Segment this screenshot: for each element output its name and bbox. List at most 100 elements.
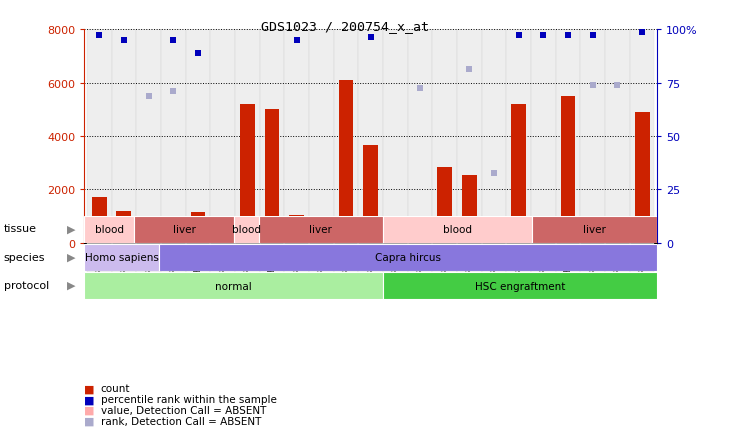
Bar xyxy=(605,30,630,243)
Bar xyxy=(531,30,556,243)
Text: GSM31078: GSM31078 xyxy=(415,245,424,294)
Text: GSM31064: GSM31064 xyxy=(194,245,203,294)
Bar xyxy=(536,240,550,243)
Bar xyxy=(84,216,134,243)
Text: normal: normal xyxy=(215,281,252,291)
Bar xyxy=(235,30,260,243)
Bar xyxy=(338,81,353,243)
Bar xyxy=(437,167,452,243)
Text: blood: blood xyxy=(232,225,261,234)
Bar xyxy=(134,216,233,243)
Bar xyxy=(462,175,477,243)
Text: species: species xyxy=(4,252,46,262)
Bar xyxy=(457,243,482,299)
Bar xyxy=(531,243,556,299)
Bar xyxy=(258,216,383,243)
Text: GSM31059: GSM31059 xyxy=(95,245,103,294)
Bar xyxy=(166,237,181,243)
Text: GSM31075: GSM31075 xyxy=(366,245,375,294)
Text: value, Detection Call = ABSENT: value, Detection Call = ABSENT xyxy=(101,405,266,415)
Bar xyxy=(413,240,427,243)
Bar xyxy=(112,30,137,243)
Bar xyxy=(87,243,112,299)
Bar xyxy=(635,113,650,243)
Bar xyxy=(383,216,532,243)
Text: GSM31087: GSM31087 xyxy=(588,245,597,294)
Text: GSM31070: GSM31070 xyxy=(292,245,301,294)
Bar xyxy=(235,243,260,299)
Bar xyxy=(407,30,432,243)
Bar xyxy=(309,30,334,243)
Text: GSM31090: GSM31090 xyxy=(638,245,647,294)
Bar xyxy=(215,235,230,243)
Text: Homo sapiens: Homo sapiens xyxy=(85,253,159,263)
Bar xyxy=(383,273,657,299)
Text: blood: blood xyxy=(95,225,124,234)
Text: GSM31089: GSM31089 xyxy=(613,245,622,294)
Bar xyxy=(84,273,383,299)
Bar xyxy=(210,243,235,299)
Text: GDS1023 / 200754_x_at: GDS1023 / 200754_x_at xyxy=(261,20,429,33)
Bar xyxy=(512,105,526,243)
Bar xyxy=(161,30,186,243)
Bar xyxy=(260,30,284,243)
Text: rank, Detection Call = ABSENT: rank, Detection Call = ABSENT xyxy=(101,416,261,426)
Text: GSM31072: GSM31072 xyxy=(267,245,277,294)
Bar xyxy=(561,97,575,243)
Text: GSM31063: GSM31063 xyxy=(120,245,128,294)
Text: protocol: protocol xyxy=(4,280,49,290)
Bar xyxy=(630,30,655,243)
Text: ■: ■ xyxy=(84,384,95,393)
Text: ■: ■ xyxy=(84,405,95,415)
Text: GSM31079: GSM31079 xyxy=(440,245,449,294)
Bar xyxy=(233,216,258,243)
Bar xyxy=(284,30,309,243)
Bar xyxy=(581,243,605,299)
Bar xyxy=(506,243,531,299)
Bar xyxy=(84,244,159,271)
Text: liver: liver xyxy=(584,225,606,234)
Bar xyxy=(141,242,156,243)
Bar xyxy=(137,243,161,299)
Text: GSM31061: GSM31061 xyxy=(169,245,178,294)
Bar xyxy=(87,30,112,243)
Bar xyxy=(407,243,432,299)
Text: GSM31085: GSM31085 xyxy=(465,245,474,294)
Bar xyxy=(388,240,403,243)
Text: GSM31086: GSM31086 xyxy=(490,245,498,294)
Text: GSM31060: GSM31060 xyxy=(144,245,153,294)
Text: GSM31082: GSM31082 xyxy=(564,245,573,294)
Bar xyxy=(506,30,531,243)
Bar xyxy=(610,240,625,243)
Bar xyxy=(334,243,358,299)
Bar xyxy=(630,243,655,299)
Bar xyxy=(210,30,235,243)
Text: GSM31069: GSM31069 xyxy=(243,245,252,294)
Bar xyxy=(532,216,657,243)
Text: ■: ■ xyxy=(84,395,95,404)
Bar xyxy=(284,243,309,299)
Text: ▶: ▶ xyxy=(67,280,76,290)
Text: GSM31080: GSM31080 xyxy=(539,245,548,294)
Bar xyxy=(383,30,407,243)
Bar xyxy=(240,105,255,243)
Bar xyxy=(482,243,506,299)
Bar xyxy=(92,198,106,243)
Bar xyxy=(186,30,210,243)
Bar xyxy=(432,30,457,243)
Bar xyxy=(358,243,383,299)
Text: GSM31073: GSM31073 xyxy=(341,245,351,294)
Bar xyxy=(191,213,206,243)
Bar xyxy=(309,243,334,299)
Text: liver: liver xyxy=(310,225,333,234)
Text: GSM31091: GSM31091 xyxy=(515,245,523,294)
Bar xyxy=(363,146,378,243)
Bar xyxy=(161,243,186,299)
Text: ▶: ▶ xyxy=(67,224,76,234)
Bar xyxy=(260,243,284,299)
Text: GSM31067: GSM31067 xyxy=(218,245,227,294)
Bar xyxy=(358,30,383,243)
Text: GSM31071: GSM31071 xyxy=(317,245,326,294)
Bar xyxy=(186,243,210,299)
Bar xyxy=(556,243,581,299)
